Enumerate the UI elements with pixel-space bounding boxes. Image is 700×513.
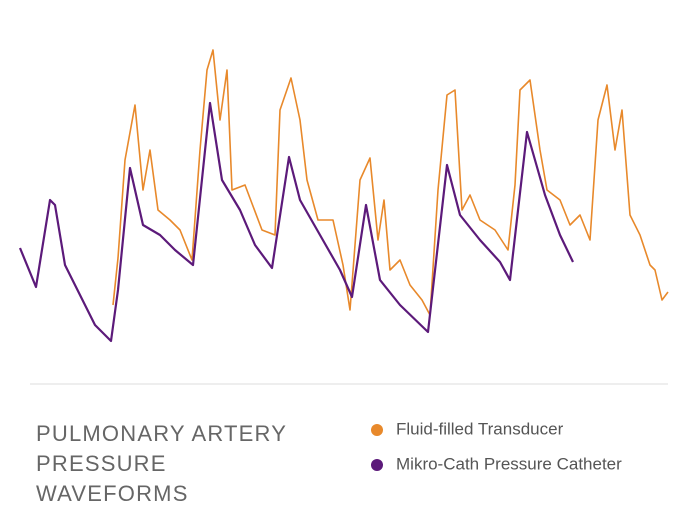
legend-marker bbox=[371, 424, 383, 436]
chart-title: PULMONARY ARTERY PRESSURE WAVEFORMS bbox=[36, 421, 287, 506]
legend-marker bbox=[371, 459, 383, 471]
series-line bbox=[18, 101, 574, 343]
legend-label: Fluid-filled Transducer bbox=[396, 419, 564, 438]
legend-label: Mikro-Cath Pressure Catheter bbox=[396, 454, 622, 473]
series-line bbox=[112, 49, 669, 316]
